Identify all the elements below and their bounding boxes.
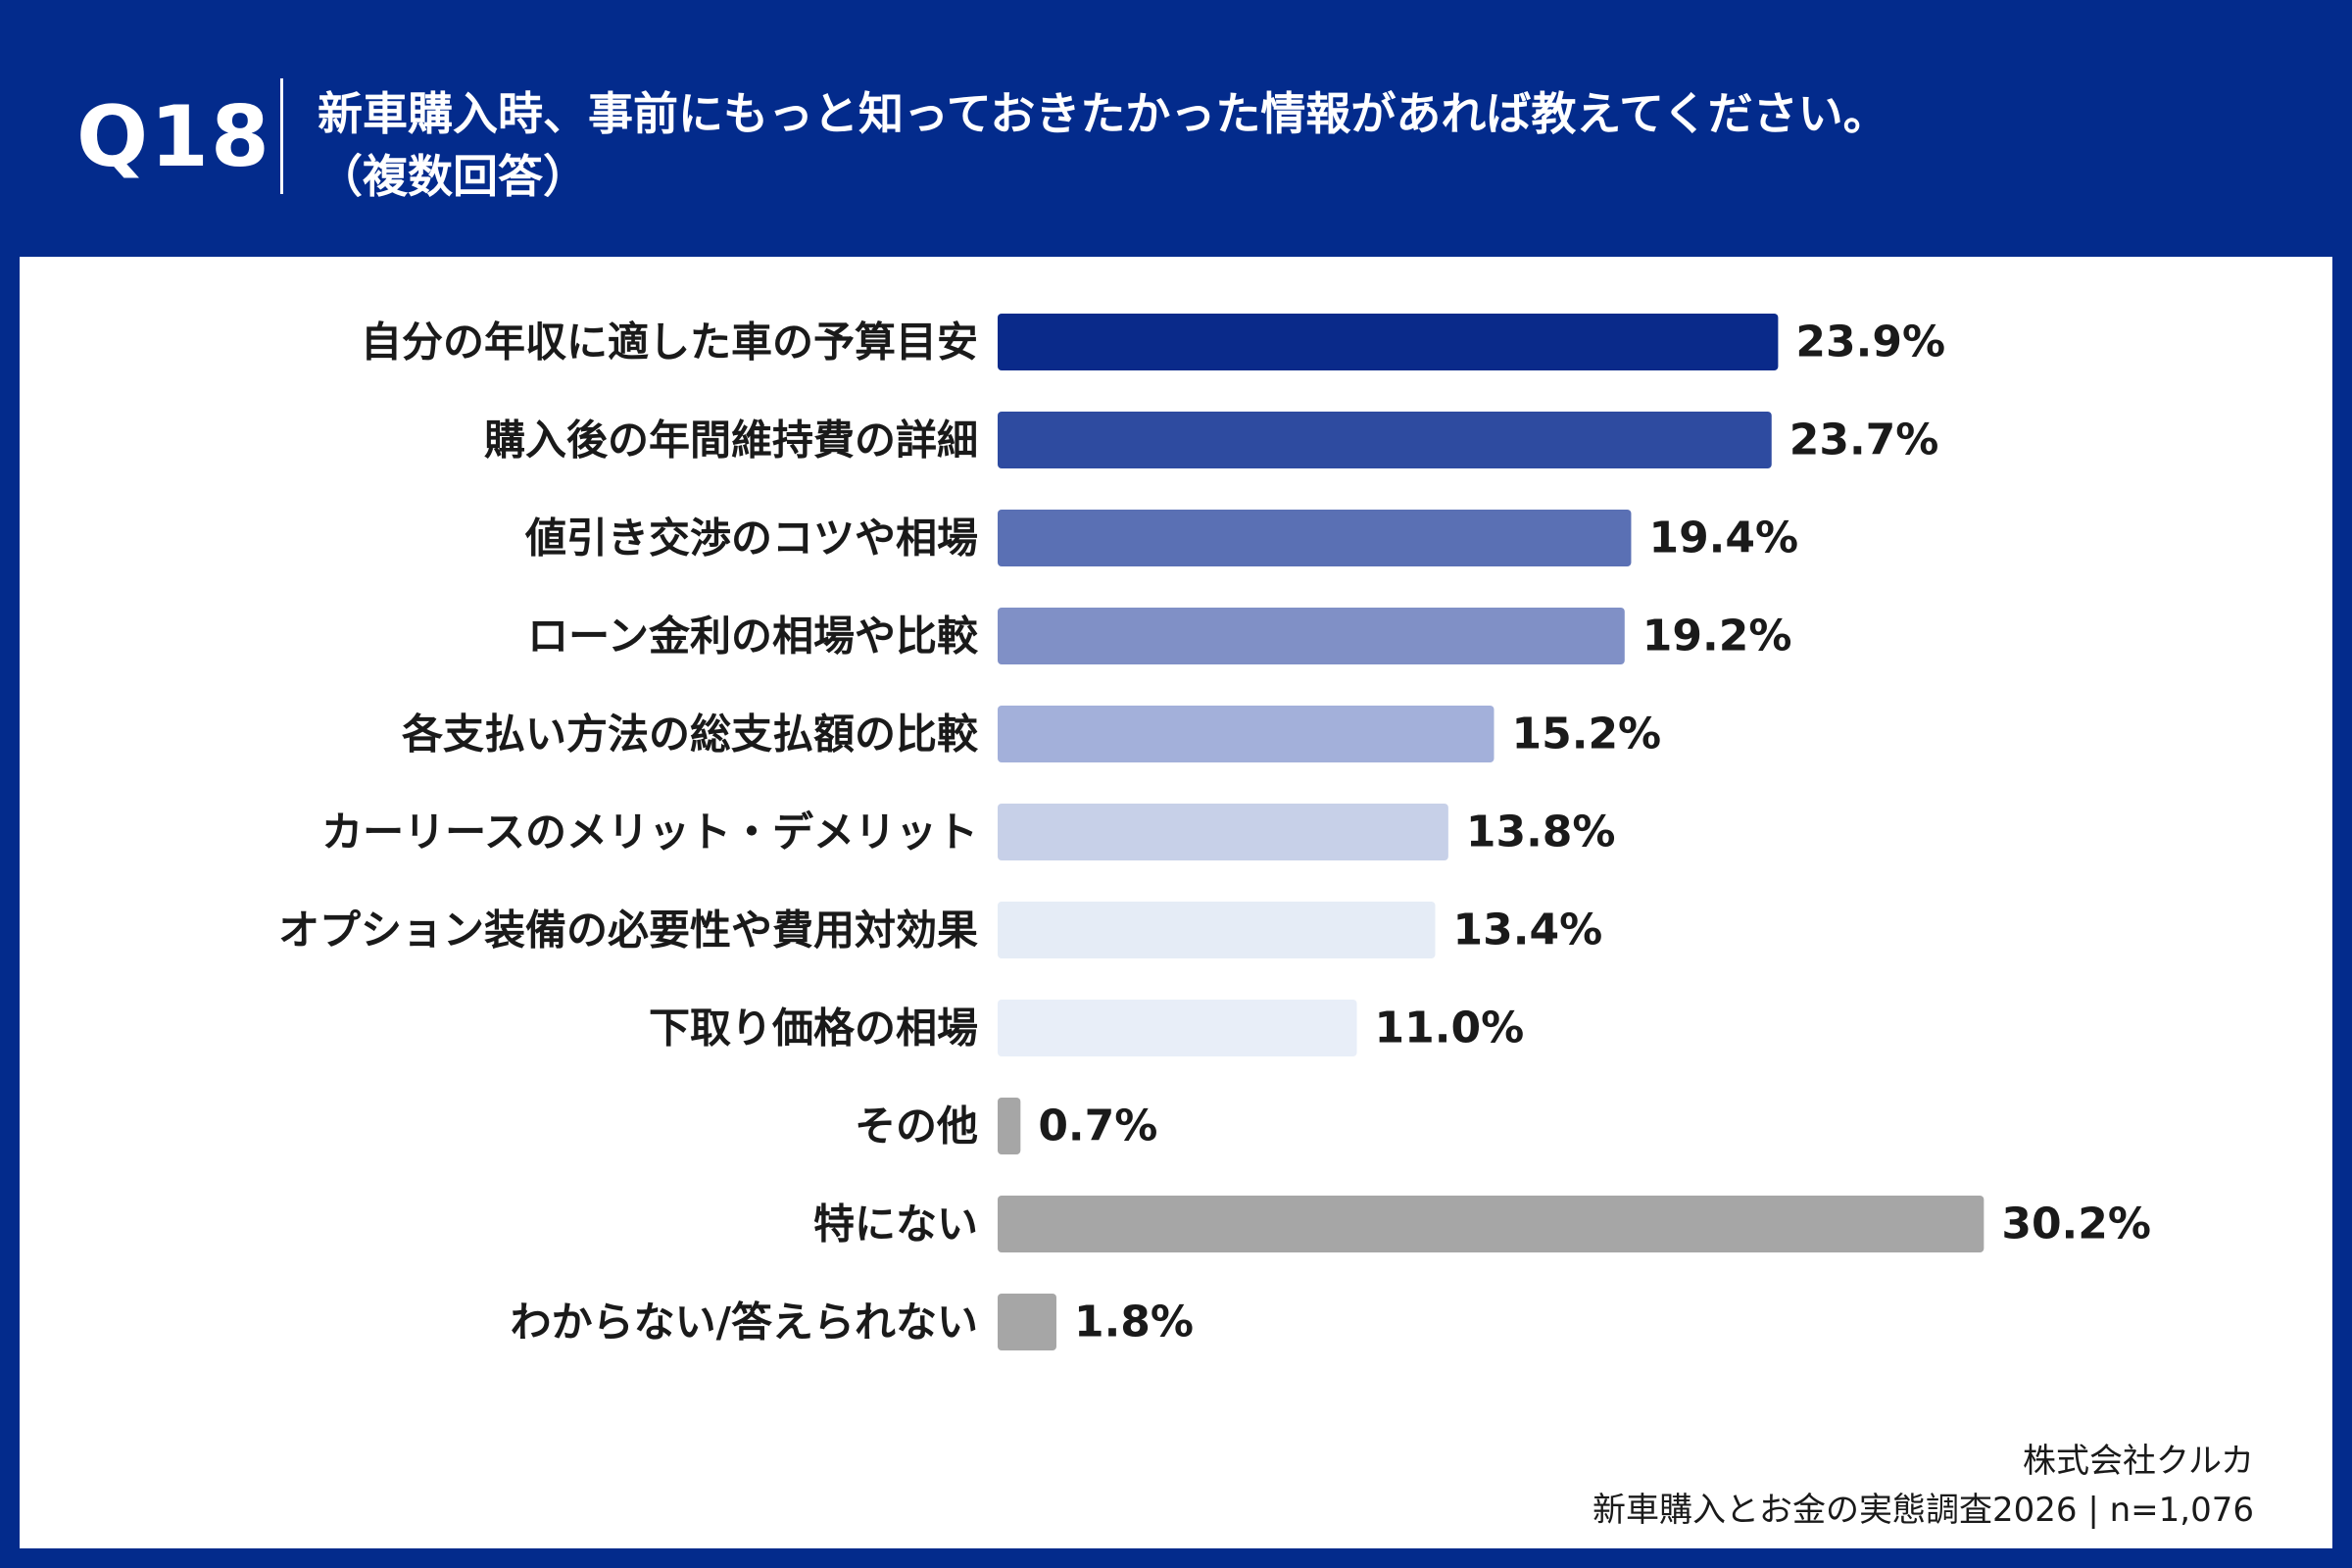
category-label: 購入後の年間維持費の詳細 xyxy=(484,416,978,465)
bar xyxy=(998,1294,1056,1350)
category-label: 自分の年収に適した車の予算目安 xyxy=(361,318,978,367)
value-label: 1.8% xyxy=(1074,1298,1194,1348)
header: Q18 新車購入時、事前にもっと知っておきたかった情報があれば教えてください。 … xyxy=(0,0,2352,257)
question-title: 新車購入時、事前にもっと知っておきたかった情報があれば教えてください。 （複数回… xyxy=(318,82,2297,208)
company-name: 株式会社クルカ xyxy=(2023,1442,2254,1481)
category-label: 特にない xyxy=(813,1200,978,1249)
bar-chart: 自分の年収に適した車の予算目安 23.9% 購入後の年間維持費の詳細 23.7% 値引き… xyxy=(278,314,2151,1350)
header-divider xyxy=(280,78,283,194)
question-number: Q18 xyxy=(76,88,271,186)
footer: 株式会社クルカ 新車購入とお金の実態調査2026 | n=1,076 xyxy=(1592,1437,2254,1535)
survey-source: 新車購入とお金の実態調査2026 | n=1,076 xyxy=(1592,1491,2254,1530)
bar xyxy=(998,412,1772,468)
bar xyxy=(998,902,1436,958)
bar xyxy=(998,804,1448,860)
bar xyxy=(998,706,1494,762)
value-label: 23.9% xyxy=(1795,318,1945,368)
bar xyxy=(998,1000,1357,1056)
bar xyxy=(998,314,1779,370)
bar xyxy=(998,510,1632,566)
value-label: 19.2% xyxy=(1642,612,1792,662)
bar xyxy=(998,1196,1984,1252)
value-label: 13.4% xyxy=(1453,906,1603,956)
category-label: 値引き交渉のコツや相場 xyxy=(524,514,978,563)
bar xyxy=(998,608,1625,664)
category-label: 各支払い方法の総支払額の比較 xyxy=(402,710,979,759)
category-label: ローン金利の相場や比較 xyxy=(527,612,979,661)
value-label: 19.4% xyxy=(1648,514,1798,564)
question-text: 新車購入時、事前にもっと知っておきたかった情報があれば教えてください。 xyxy=(318,87,1888,140)
value-label: 23.7% xyxy=(1789,416,1939,466)
question-note: （複数回答） xyxy=(318,150,588,203)
category-label: わからない/答えられない xyxy=(511,1298,978,1347)
value-label: 11.0% xyxy=(1375,1004,1525,1054)
value-label: 13.8% xyxy=(1466,808,1616,858)
category-label: 下取り価格の相場 xyxy=(649,1004,978,1053)
category-label: オプション装備の必要性や費用対効果 xyxy=(278,906,978,955)
value-label: 30.2% xyxy=(2001,1200,2151,1250)
value-label: 0.7% xyxy=(1038,1102,1157,1152)
chart-panel: 自分の年収に適した車の予算目安 23.9% 購入後の年間維持費の詳細 23.7% 値引き… xyxy=(20,257,2332,1548)
category-label: カーリースのメリット・デメリット xyxy=(321,808,978,857)
bar xyxy=(998,1098,1021,1154)
value-label: 15.2% xyxy=(1512,710,1662,760)
category-label: その他 xyxy=(855,1102,978,1151)
